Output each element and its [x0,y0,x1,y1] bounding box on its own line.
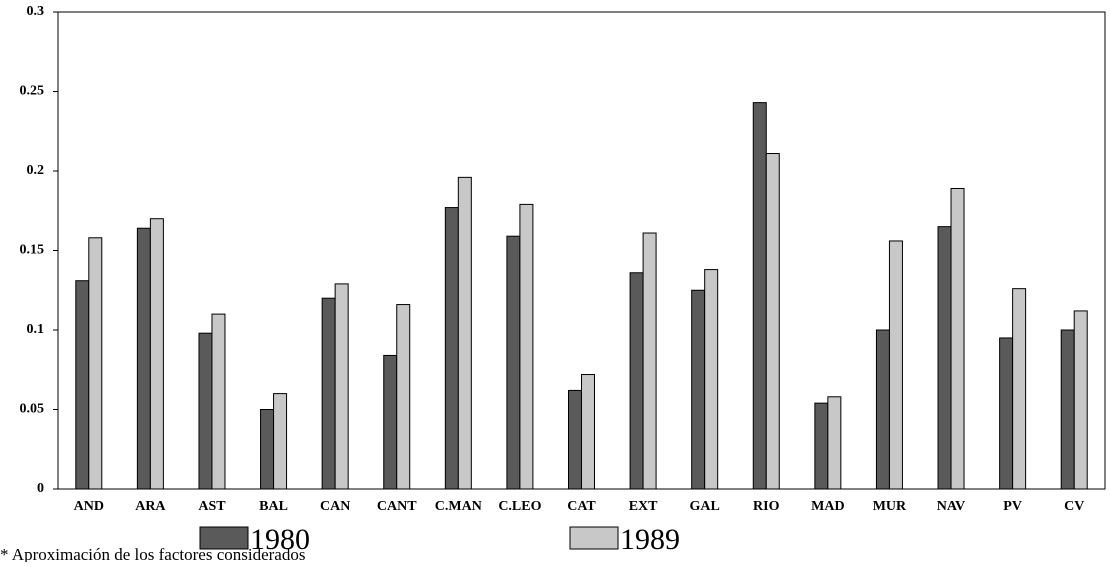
bar [136,227,151,490]
footnote: * Aproximación de los factores considera… [0,545,305,562]
x-tick-label: CV [1064,499,1084,514]
bar [198,332,213,490]
bar [321,297,336,490]
x-tick-label: MAD [811,499,844,514]
x-tick-label: EXT [629,499,658,514]
bar [752,102,767,490]
bar [814,402,829,490]
bar [581,374,595,490]
legend-label: 1989 [620,523,680,556]
y-tick-label: 0.05 [20,402,45,417]
bar [827,396,842,490]
x-tick-label: PV [1003,499,1022,514]
x-tick-label: BAL [259,499,288,514]
bar [273,393,288,490]
bar [334,283,349,490]
bar [457,176,472,490]
bar [888,240,903,490]
x-tick-label: MUR [873,499,907,514]
y-tick-label: 0.3 [27,4,45,19]
bar [568,389,582,490]
x-tick-label: NAV [937,499,966,514]
x-tick-label: GAL [690,499,720,514]
bar [396,304,411,490]
x-tick-label: C.MAN [435,499,482,514]
x-tick-label: RIO [753,499,780,514]
y-tick-label: 0.15 [20,243,45,258]
bar [149,218,164,490]
x-tick-label: CANT [377,499,417,514]
bar [629,272,644,490]
bar [1073,310,1088,490]
legend-label: 1980 [250,523,310,556]
bar [691,289,706,490]
x-tick-label: CAT [567,499,596,514]
bar [1060,329,1075,490]
bar [260,409,275,490]
bar [75,280,90,490]
bar [1012,288,1027,490]
x-tick-label: AST [198,499,226,514]
bar [875,329,890,490]
bar [444,207,459,490]
x-tick-label: ARA [135,499,166,514]
x-tick-label: AND [74,499,104,514]
bar [506,235,521,490]
bar [88,237,103,490]
y-tick-label: 0.25 [20,84,45,99]
legend-swatch [569,526,619,550]
bar [642,232,657,490]
bar [519,203,534,490]
y-tick-label: 0 [37,481,44,496]
legend-swatch [199,526,249,550]
x-tick-label: C.LEO [498,499,541,514]
bar [704,269,719,490]
x-tick-label: CAN [320,499,350,514]
bar [765,153,780,490]
bar [950,187,965,490]
bar [383,354,398,490]
y-tick-label: 0.2 [27,163,45,178]
bar [211,313,226,490]
y-tick-label: 0.1 [27,322,45,337]
bar [937,226,952,490]
bar [999,337,1014,490]
